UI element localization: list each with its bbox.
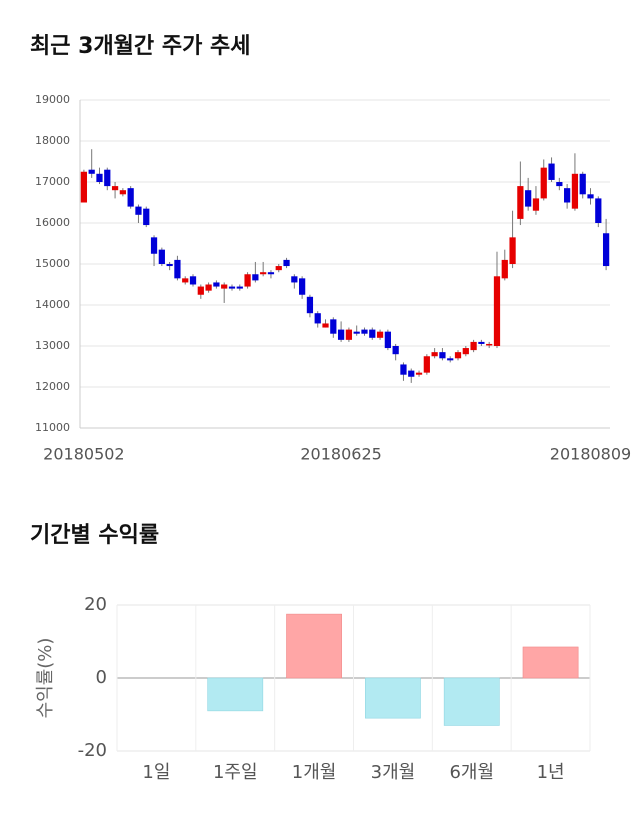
- candle-body: [579, 173, 586, 195]
- candle-body: [384, 331, 391, 349]
- candle-body: [158, 249, 165, 264]
- bar: [522, 646, 579, 679]
- candle-body: [267, 272, 275, 275]
- candle-body: [213, 282, 220, 287]
- candle-body: [111, 186, 119, 191]
- candle-body: [330, 319, 337, 334]
- candle-body: [80, 171, 88, 203]
- y-tick-label: 15000: [35, 257, 70, 270]
- candle-body: [486, 343, 493, 346]
- candle-body: [525, 190, 532, 207]
- candle-body: [174, 259, 181, 279]
- candle-body: [283, 259, 290, 267]
- candle-body: [150, 237, 158, 254]
- candle-body: [291, 276, 298, 283]
- candle-body: [517, 186, 524, 219]
- candle-body: [361, 329, 368, 334]
- candle-body: [228, 286, 236, 289]
- y-tick-label: 19000: [35, 93, 70, 106]
- x-tick-label: 1개월: [292, 762, 337, 783]
- candle-body: [135, 206, 142, 215]
- candle-body: [602, 233, 610, 267]
- candle-body: [447, 358, 454, 361]
- candle-body: [548, 163, 555, 180]
- candle-body: [431, 352, 438, 357]
- x-tick-label: 3개월: [371, 762, 416, 783]
- candle-body: [96, 173, 103, 182]
- x-tick-label: 20180625: [300, 445, 381, 464]
- candle-body: [260, 272, 267, 275]
- y-tick-label: 20: [84, 594, 107, 615]
- y-tick-label: 13000: [35, 339, 70, 352]
- candle-body: [88, 169, 95, 174]
- candle-body: [532, 198, 540, 211]
- candle-body: [345, 329, 353, 340]
- candle-body: [470, 341, 477, 351]
- candle-body: [252, 274, 259, 281]
- y-tick-label: 11000: [35, 421, 70, 434]
- candle-body: [275, 266, 282, 271]
- candle-body: [587, 194, 594, 199]
- candle-body: [369, 329, 376, 338]
- candle-body: [571, 173, 579, 209]
- candle-body: [314, 313, 321, 324]
- candle-body: [439, 352, 446, 359]
- candle-body: [322, 323, 329, 328]
- candle-body: [493, 276, 501, 346]
- candle-body: [564, 188, 571, 203]
- candle-body: [400, 364, 407, 375]
- candle-body: [143, 208, 150, 226]
- candle-body: [478, 341, 485, 344]
- y-tick-label: 14000: [35, 298, 70, 311]
- x-tick-label: 20180502: [43, 445, 124, 464]
- candle-body: [205, 284, 212, 291]
- y-tick-label: 18000: [35, 134, 70, 147]
- candle-body: [462, 348, 469, 355]
- y-tick-label: 17000: [35, 175, 70, 188]
- candle-body: [119, 190, 126, 195]
- candle-body: [166, 264, 173, 267]
- candle-body: [104, 169, 111, 187]
- candle-body: [182, 278, 189, 283]
- candle-body: [595, 198, 602, 223]
- x-tick-label: 1일: [142, 762, 170, 783]
- candle-body: [540, 167, 547, 199]
- candle-body: [197, 286, 204, 295]
- candle-body: [337, 329, 345, 340]
- x-tick-label: 6개월: [449, 762, 494, 783]
- x-tick-label: 1년: [537, 762, 565, 783]
- chart-title: 기간별 수익률: [30, 523, 159, 548]
- candle-body: [299, 278, 306, 295]
- bar: [365, 677, 421, 719]
- candle-body: [306, 296, 314, 314]
- bar: [286, 613, 342, 679]
- x-tick-label: 1주일: [213, 762, 258, 783]
- candle-body: [509, 237, 516, 264]
- candle-body: [244, 274, 251, 287]
- candle-body: [501, 259, 508, 279]
- candle-body: [423, 356, 430, 373]
- candle-body: [408, 370, 415, 377]
- y-tick-label: 12000: [35, 380, 70, 393]
- candle-body: [556, 182, 563, 187]
- bar: [207, 677, 264, 712]
- y-tick-label: 16000: [35, 216, 70, 229]
- y-tick-label: -20: [78, 740, 107, 761]
- x-tick-label: 20180809: [550, 445, 631, 464]
- candle-body: [221, 284, 228, 289]
- candle-body: [353, 331, 360, 334]
- candle-body: [189, 276, 197, 285]
- candle-body: [236, 286, 243, 289]
- candle-body: [454, 352, 462, 359]
- candle-body: [376, 331, 384, 338]
- candle-body: [415, 372, 423, 375]
- candle-body: [127, 188, 134, 207]
- candle-body: [392, 346, 399, 355]
- bar: [443, 677, 500, 726]
- y-axis-label: 수익률(%): [35, 638, 56, 719]
- y-tick-label: 0: [96, 667, 107, 688]
- chart-title: 최근 3개월간 주가 추세: [30, 34, 250, 59]
